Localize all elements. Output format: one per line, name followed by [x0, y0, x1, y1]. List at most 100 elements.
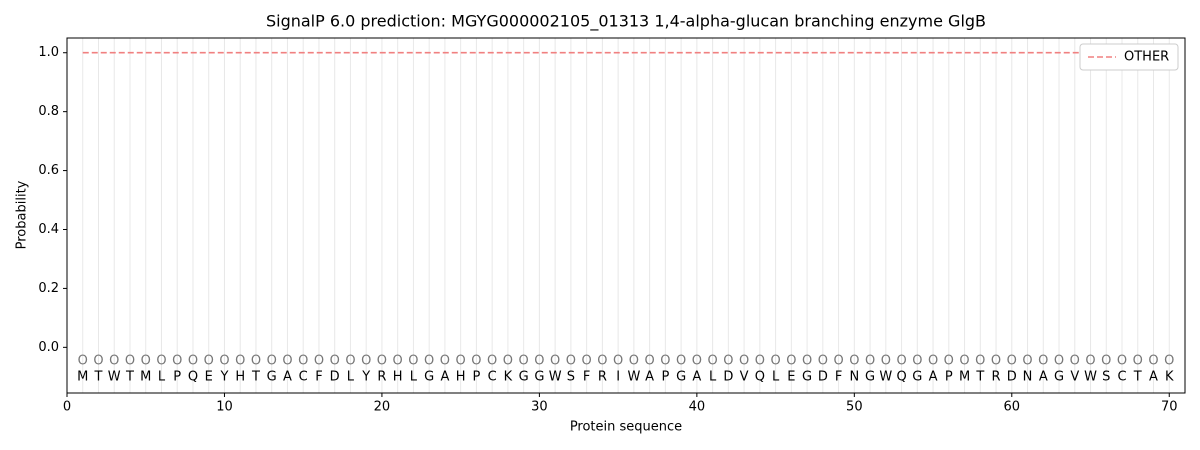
- position-label: O: [613, 354, 623, 369]
- residue: S: [1102, 369, 1110, 384]
- position-label: O: [723, 354, 733, 369]
- position-label: O: [786, 354, 796, 369]
- residue: N: [849, 369, 859, 384]
- residue: K: [1165, 369, 1174, 384]
- residue: H: [235, 369, 245, 384]
- residue: N: [1023, 369, 1033, 384]
- x-tick-label: 20: [374, 400, 391, 415]
- residue: P: [173, 369, 181, 384]
- residue: E: [205, 369, 213, 384]
- position-label: O: [377, 354, 387, 369]
- legend-label: OTHER: [1124, 50, 1169, 65]
- x-tick-label: 10: [216, 400, 233, 415]
- residue: A: [692, 369, 701, 384]
- position-label: O: [156, 354, 166, 369]
- x-tick-label: 50: [846, 400, 863, 415]
- y-axis-label: Probability: [15, 180, 30, 249]
- x-tick-label: 0: [63, 400, 71, 415]
- position-label: O: [1085, 354, 1095, 369]
- y-tick-label: 0.6: [38, 163, 59, 178]
- residue: I: [616, 369, 620, 384]
- position-label: O: [597, 354, 607, 369]
- position-label: O: [1148, 354, 1158, 369]
- position-label: O: [849, 354, 859, 369]
- position-label: O: [298, 354, 308, 369]
- position-label: O: [1022, 354, 1032, 369]
- residue: G: [519, 369, 529, 384]
- position-label: O: [582, 354, 592, 369]
- residue: R: [992, 369, 1001, 384]
- residue: A: [929, 369, 938, 384]
- position-label: O: [660, 354, 670, 369]
- position-label: O: [1117, 354, 1127, 369]
- residue: H: [456, 369, 466, 384]
- residue: D: [723, 369, 733, 384]
- residue: G: [534, 369, 544, 384]
- position-label: O: [251, 354, 261, 369]
- position-label: O: [78, 354, 88, 369]
- position-label: O: [881, 354, 891, 369]
- residue: G: [912, 369, 922, 384]
- residue: Q: [188, 369, 198, 384]
- residue: V: [740, 369, 749, 384]
- position-label: O: [629, 354, 639, 369]
- residue: A: [283, 369, 292, 384]
- position-label: O: [361, 354, 371, 369]
- position-label: O: [141, 354, 151, 369]
- residue: T: [94, 369, 103, 384]
- residue: D: [1007, 369, 1017, 384]
- residue: T: [125, 369, 134, 384]
- position-label: O: [912, 354, 922, 369]
- residue: E: [787, 369, 795, 384]
- position-label: O: [408, 354, 418, 369]
- residue: T: [1133, 369, 1142, 384]
- position-label: O: [975, 354, 985, 369]
- y-tick-label: 1.0: [38, 45, 59, 60]
- residue: G: [865, 369, 875, 384]
- residue: W: [549, 369, 562, 384]
- position-label: O: [755, 354, 765, 369]
- y-tick-label: 0.2: [38, 281, 59, 296]
- residue: R: [377, 369, 386, 384]
- position-label: O: [1007, 354, 1017, 369]
- residue: G: [424, 369, 434, 384]
- residue: L: [709, 369, 717, 384]
- position-label: O: [692, 354, 702, 369]
- residue: Q: [755, 369, 765, 384]
- x-tick-label: 70: [1161, 400, 1178, 415]
- position-label: O: [235, 354, 245, 369]
- position-label: O: [1054, 354, 1064, 369]
- residue: A: [1149, 369, 1158, 384]
- position-label: O: [1038, 354, 1048, 369]
- position-label: O: [1101, 354, 1111, 369]
- chart-title: SignalP 6.0 prediction: MGYG000002105_01…: [266, 12, 986, 32]
- position-label: O: [645, 354, 655, 369]
- residue: W: [1084, 369, 1097, 384]
- position-label: O: [1164, 354, 1174, 369]
- residue: P: [472, 369, 480, 384]
- position-label: O: [267, 354, 277, 369]
- residue: F: [315, 369, 322, 384]
- position-label: O: [944, 354, 954, 369]
- residue: Y: [219, 369, 228, 384]
- position-label: O: [393, 354, 403, 369]
- position-label: O: [519, 354, 529, 369]
- residue: G: [1054, 369, 1064, 384]
- residue: K: [504, 369, 513, 384]
- y-tick-label: 0.0: [38, 340, 59, 355]
- residue: G: [802, 369, 812, 384]
- residue: L: [772, 369, 780, 384]
- position-label: O: [487, 354, 497, 369]
- residue: G: [676, 369, 686, 384]
- position-label: O: [109, 354, 119, 369]
- residue: L: [158, 369, 166, 384]
- x-tick-label: 30: [531, 400, 548, 415]
- residue: F: [835, 369, 842, 384]
- residue: V: [1070, 369, 1079, 384]
- position-label: O: [424, 354, 434, 369]
- residue: M: [77, 369, 88, 384]
- position-label: O: [330, 354, 340, 369]
- position-label: O: [566, 354, 576, 369]
- position-label: O: [93, 354, 103, 369]
